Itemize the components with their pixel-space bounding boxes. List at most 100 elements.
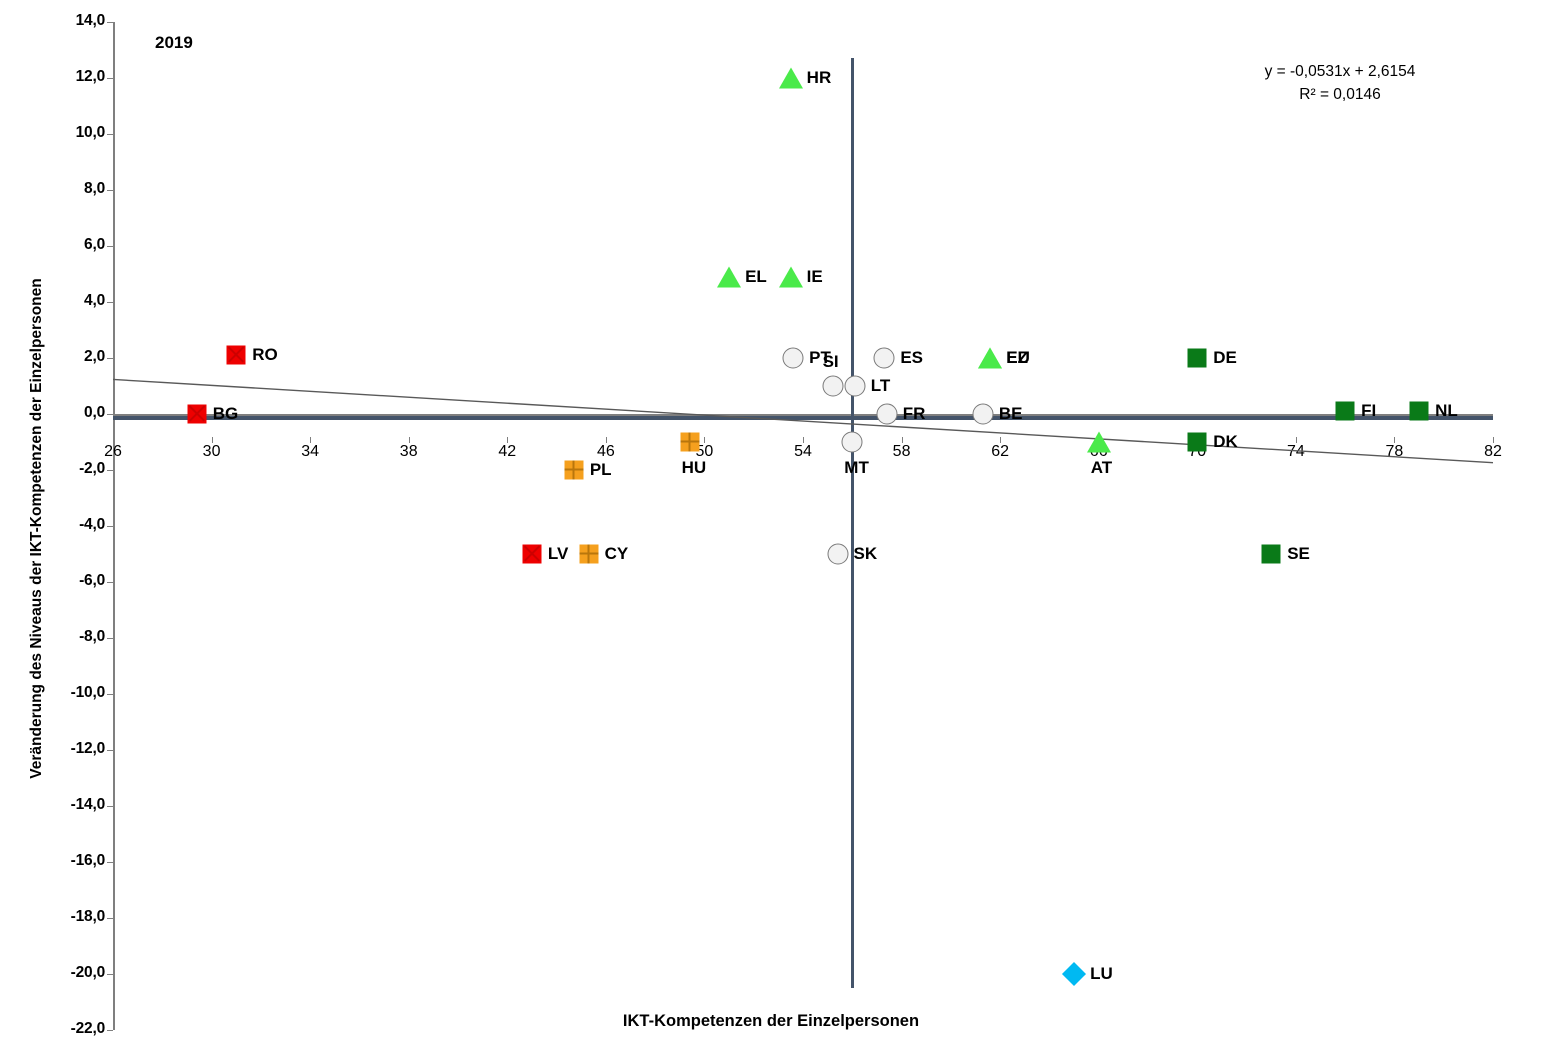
- marker-square: [522, 544, 542, 564]
- x-tick-label: 58: [892, 443, 911, 460]
- y-tick-label: -22,0: [70, 1020, 106, 1037]
- x-tick-mark: [211, 437, 213, 443]
- x-tick-mark: [901, 437, 903, 443]
- marker-circle: [972, 403, 994, 425]
- marker-triangle: [778, 67, 803, 89]
- point-label-nl: NL: [1435, 401, 1458, 421]
- data-point-be[interactable]: [972, 403, 994, 425]
- y-axis-title-wrap: Veränderung des Niveaus der IKT-Kompeten…: [0, 0, 45, 1057]
- x-tick-label: 38: [399, 443, 418, 460]
- point-label-sk: SK: [853, 544, 878, 563]
- point-label-dk: DK: [1213, 432, 1238, 451]
- x-tick-label: 46: [596, 443, 615, 460]
- y-tick-mark: [107, 470, 113, 471]
- point-label-es: ES: [900, 348, 923, 367]
- y-tick-mark: [107, 1030, 113, 1031]
- data-point-si[interactable]: [822, 375, 844, 397]
- x-tick-label: 78: [1385, 443, 1404, 460]
- x-tick-mark: [507, 437, 509, 443]
- y-tick-mark: [107, 918, 113, 919]
- marker-square: [1335, 401, 1355, 421]
- y-tick-label: -18,0: [70, 908, 106, 925]
- data-point-fr[interactable]: [876, 403, 898, 425]
- plot-area: 14,0 12,0 10,0 8,0 6,0 4,0 2,0 0,0 -2,0 -4,0 -6,0 -…: [71, 12, 1502, 1037]
- point-label-at: AT: [1090, 458, 1113, 477]
- x-tick-label: 34: [301, 443, 320, 460]
- x-tick-mark: [1493, 437, 1494, 443]
- marker-square: [187, 404, 207, 424]
- data-point-fi[interactable]: [1335, 401, 1355, 421]
- data-point-de[interactable]: [1187, 348, 1207, 368]
- data-point-hu[interactable]: [680, 432, 700, 452]
- x-tick-label: 62: [991, 443, 1010, 460]
- x-tick-mark: [1295, 437, 1297, 443]
- marker-circle: [841, 431, 863, 453]
- point-label-si: SI: [822, 352, 839, 371]
- y-tick-mark: [107, 638, 113, 639]
- data-point-ro[interactable]: [226, 345, 246, 365]
- y-tick-mark: [107, 22, 113, 23]
- marker-circle: [827, 543, 848, 565]
- trendline-equation: y = -0,0531x + 2,6154 R² = 0,0146: [1240, 60, 1440, 107]
- x-tick-label: 74: [1286, 443, 1305, 460]
- y-tick-label: -20,0: [70, 964, 106, 981]
- x-axis-title: IKT-Kompetenzen der Einzelpersonen: [622, 1012, 920, 1030]
- data-point-at[interactable]: [1086, 431, 1111, 453]
- data-point-sk[interactable]: [827, 543, 848, 565]
- y-tick-mark: [107, 302, 113, 303]
- data-point-nl[interactable]: [1409, 401, 1429, 421]
- data-point-hr[interactable]: [778, 67, 803, 89]
- x-tick-mark: [803, 437, 804, 443]
- marker-square: [1409, 401, 1429, 421]
- marker-triangle: [1086, 431, 1111, 453]
- y-tick-label: -6,0: [79, 572, 105, 589]
- marker-triangle: [717, 266, 742, 288]
- data-point-el[interactable]: [717, 266, 742, 288]
- point-label-bg: BG: [212, 404, 239, 423]
- data-point-lt[interactable]: [844, 375, 866, 397]
- point-label-mt: MT: [844, 458, 869, 477]
- point-label-hu: HU: [681, 458, 707, 477]
- data-point-cy[interactable]: [579, 544, 599, 564]
- point-label-pl: PL: [589, 460, 612, 479]
- y-tick-label: -10,0: [70, 684, 106, 701]
- point-label-cy: CY: [604, 544, 629, 563]
- data-point-bg[interactable]: [187, 404, 207, 424]
- x-tick-mark: [605, 437, 607, 443]
- x-tick-mark: [1394, 437, 1396, 443]
- y-tick-mark: [107, 862, 113, 863]
- y-tick-mark: [107, 134, 113, 135]
- marker-square: [1187, 432, 1207, 452]
- point-label-hr: HR: [806, 68, 832, 87]
- data-point-pt[interactable]: [782, 347, 804, 369]
- point-label-lv: LV: [547, 544, 569, 563]
- data-point-ie[interactable]: [778, 266, 803, 288]
- x-tick-mark: [704, 437, 706, 443]
- marker-circle: [873, 347, 895, 369]
- data-point-lu[interactable]: [1062, 961, 1087, 987]
- y-tick-label: 10,0: [75, 124, 106, 141]
- data-point-ez[interactable]: [978, 347, 1003, 369]
- x-tick-mark: [408, 437, 410, 443]
- data-point-lv[interactable]: [522, 544, 542, 564]
- x-tick-mark: [1000, 437, 1002, 443]
- y-tick-mark: [107, 78, 113, 79]
- y-tick-label: 8,0: [84, 180, 105, 197]
- point-label-de: DE: [1213, 348, 1237, 367]
- data-point-es[interactable]: [873, 347, 895, 369]
- data-point-mt[interactable]: [841, 431, 863, 453]
- y-tick-mark: [107, 358, 113, 359]
- y-tick-label: 12,0: [75, 68, 106, 85]
- data-point-pl[interactable]: [564, 460, 584, 480]
- data-point-dk[interactable]: [1187, 432, 1207, 452]
- point-label-ez: EZ: [1006, 348, 1029, 367]
- y-tick-label: -12,0: [70, 740, 106, 757]
- marker-square: [226, 345, 246, 365]
- y-tick-label: -2,0: [79, 460, 105, 477]
- y-tick-label: -8,0: [79, 628, 105, 645]
- marker-diamond: [1062, 961, 1087, 987]
- y-tick-mark: [107, 190, 113, 191]
- trendline: [113, 378, 1493, 464]
- data-point-se[interactable]: [1261, 544, 1281, 564]
- point-label-fi: FI: [1361, 401, 1377, 421]
